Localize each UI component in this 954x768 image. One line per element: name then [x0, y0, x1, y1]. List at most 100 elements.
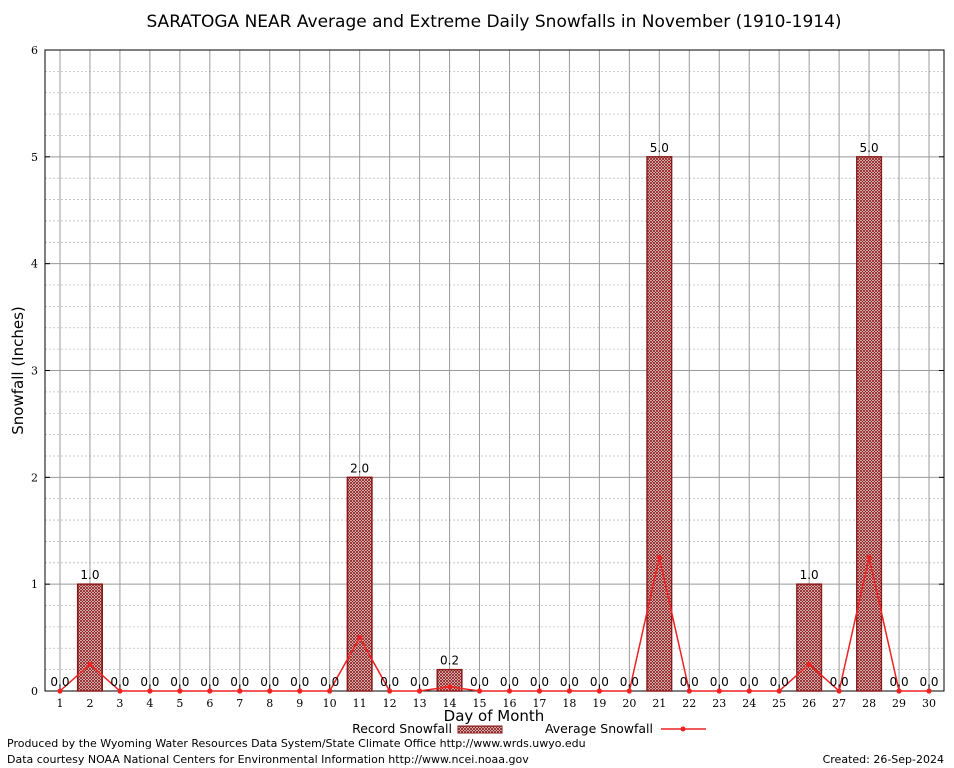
bar-value-label: 5.0 — [860, 141, 879, 155]
average-point — [536, 688, 543, 694]
bar-value-label: 1.0 — [800, 568, 819, 582]
x-tick-label: 5 — [176, 697, 183, 710]
average-point — [237, 688, 243, 694]
footer-produced-by: Produced by the Wyoming Water Resources … — [7, 737, 586, 750]
average-point — [806, 661, 812, 667]
average-point — [656, 554, 662, 561]
average-point — [896, 688, 902, 694]
bar-value-label: 0.0 — [290, 675, 309, 689]
x-tick-label: 9 — [296, 697, 303, 710]
average-point — [57, 688, 63, 694]
record-bar — [856, 156, 883, 692]
bar-value-label: 0.0 — [710, 675, 729, 689]
y-tick-label: 0 — [31, 685, 38, 698]
x-axis-label: Day of Month — [444, 707, 545, 725]
average-point — [387, 688, 393, 694]
bar-value-label: 0.0 — [890, 675, 909, 689]
x-tick-label: 10 — [323, 697, 337, 710]
average-point — [267, 688, 273, 694]
record-bar — [646, 156, 673, 692]
grid-lines — [45, 50, 944, 691]
bar-data-labels: 0.0 1.0 0.0 0.0 0.0 0.0 0.0 0.0 0.0 0.0 2.0 0.0 0.0 0… — [50, 141, 938, 689]
x-tick-label: 1 — [56, 697, 63, 710]
bar-value-label: 0.0 — [140, 675, 159, 689]
x-tick-label: 4 — [146, 697, 153, 710]
x-tick-label: 20 — [622, 697, 636, 710]
x-tick-label: 22 — [682, 697, 696, 710]
bar-value-label: 0.0 — [200, 675, 219, 689]
average-point — [626, 688, 632, 694]
average-point — [476, 688, 483, 694]
x-tick-label: 25 — [772, 697, 786, 710]
bar-value-label: 0.2 — [440, 654, 459, 668]
bar-value-label: 0.0 — [770, 675, 789, 689]
average-point — [776, 688, 782, 694]
average-snowfall-line — [57, 554, 932, 694]
x-tick-label: 11 — [353, 697, 367, 710]
x-tick-label: 13 — [413, 697, 427, 710]
x-tick-label: 30 — [922, 697, 936, 710]
average-point — [297, 688, 303, 694]
average-line-path — [59, 557, 930, 693]
record-bar — [436, 668, 463, 692]
x-tick-label: 6 — [206, 697, 213, 710]
bar-value-label: 0.0 — [410, 675, 429, 689]
average-point — [177, 688, 183, 694]
average-point — [686, 688, 692, 694]
bar-value-label: 0.0 — [230, 675, 249, 689]
average-point — [506, 688, 513, 694]
average-point — [327, 688, 333, 694]
y-axis-ticks: 0 1 2 3 4 5 6 — [31, 44, 944, 698]
y-axis-label: Snowfall (Inches) — [9, 306, 27, 434]
average-point — [207, 688, 213, 694]
bar-value-label: 0.0 — [919, 675, 938, 689]
x-tick-label: 15 — [473, 697, 487, 710]
legend-record-swatch — [457, 725, 503, 734]
bar-value-label: 0.0 — [560, 675, 579, 689]
average-point — [117, 688, 123, 694]
bar-value-label: 0.0 — [260, 675, 279, 689]
x-tick-label: 24 — [742, 697, 756, 710]
x-tick-label: 27 — [832, 697, 846, 710]
average-point — [926, 688, 932, 694]
average-point — [416, 688, 423, 694]
bar-value-label: 0.0 — [740, 675, 759, 689]
x-tick-label: 14 — [443, 697, 457, 710]
x-tick-label: 23 — [712, 697, 726, 710]
footer-created-date: Created: 26-Sep-2024 — [823, 753, 944, 766]
bar-value-label: 0.0 — [590, 675, 609, 689]
average-point — [836, 688, 842, 694]
footer-data-courtesy: Data courtesy NOAA National Centers for … — [7, 753, 529, 766]
record-bar — [796, 583, 823, 692]
bar-value-label: 5.0 — [650, 141, 669, 155]
x-tick-label: 18 — [562, 697, 576, 710]
record-snowfall-bars — [76, 156, 883, 692]
average-point — [716, 688, 722, 694]
x-tick-label: 17 — [532, 697, 546, 710]
legend-average-label: Average Snowfall — [545, 721, 653, 736]
average-point — [147, 688, 153, 694]
x-tick-label: 29 — [892, 697, 906, 710]
y-tick-label: 6 — [31, 44, 38, 57]
x-tick-label: 21 — [652, 697, 666, 710]
x-tick-label: 3 — [116, 697, 123, 710]
average-point — [746, 688, 752, 694]
y-tick-label: 1 — [31, 578, 38, 591]
x-tick-label: 16 — [502, 697, 516, 710]
legend-record-label: Record Snowfall — [352, 721, 452, 736]
x-tick-label: 19 — [592, 697, 606, 710]
x-axis-ticks: 1 2 3 4 5 6 7 8 9 10 11 12 13 14 15 16 17 18 19 20 21 22 23 24 2… — [56, 686, 936, 710]
average-point — [357, 634, 363, 641]
x-tick-label: 2 — [86, 697, 93, 710]
bar-value-label: 0.0 — [500, 675, 519, 689]
bar-value-label: 0.0 — [110, 675, 129, 689]
y-tick-label: 5 — [31, 151, 38, 164]
x-tick-label: 8 — [266, 697, 273, 710]
record-bar — [346, 476, 373, 692]
x-tick-label: 26 — [802, 697, 816, 710]
bar-value-label: 0.0 — [470, 675, 489, 689]
bar-value-label: 0.0 — [680, 675, 699, 689]
bar-value-label: 0.0 — [170, 675, 189, 689]
x-tick-label: 28 — [862, 697, 876, 710]
